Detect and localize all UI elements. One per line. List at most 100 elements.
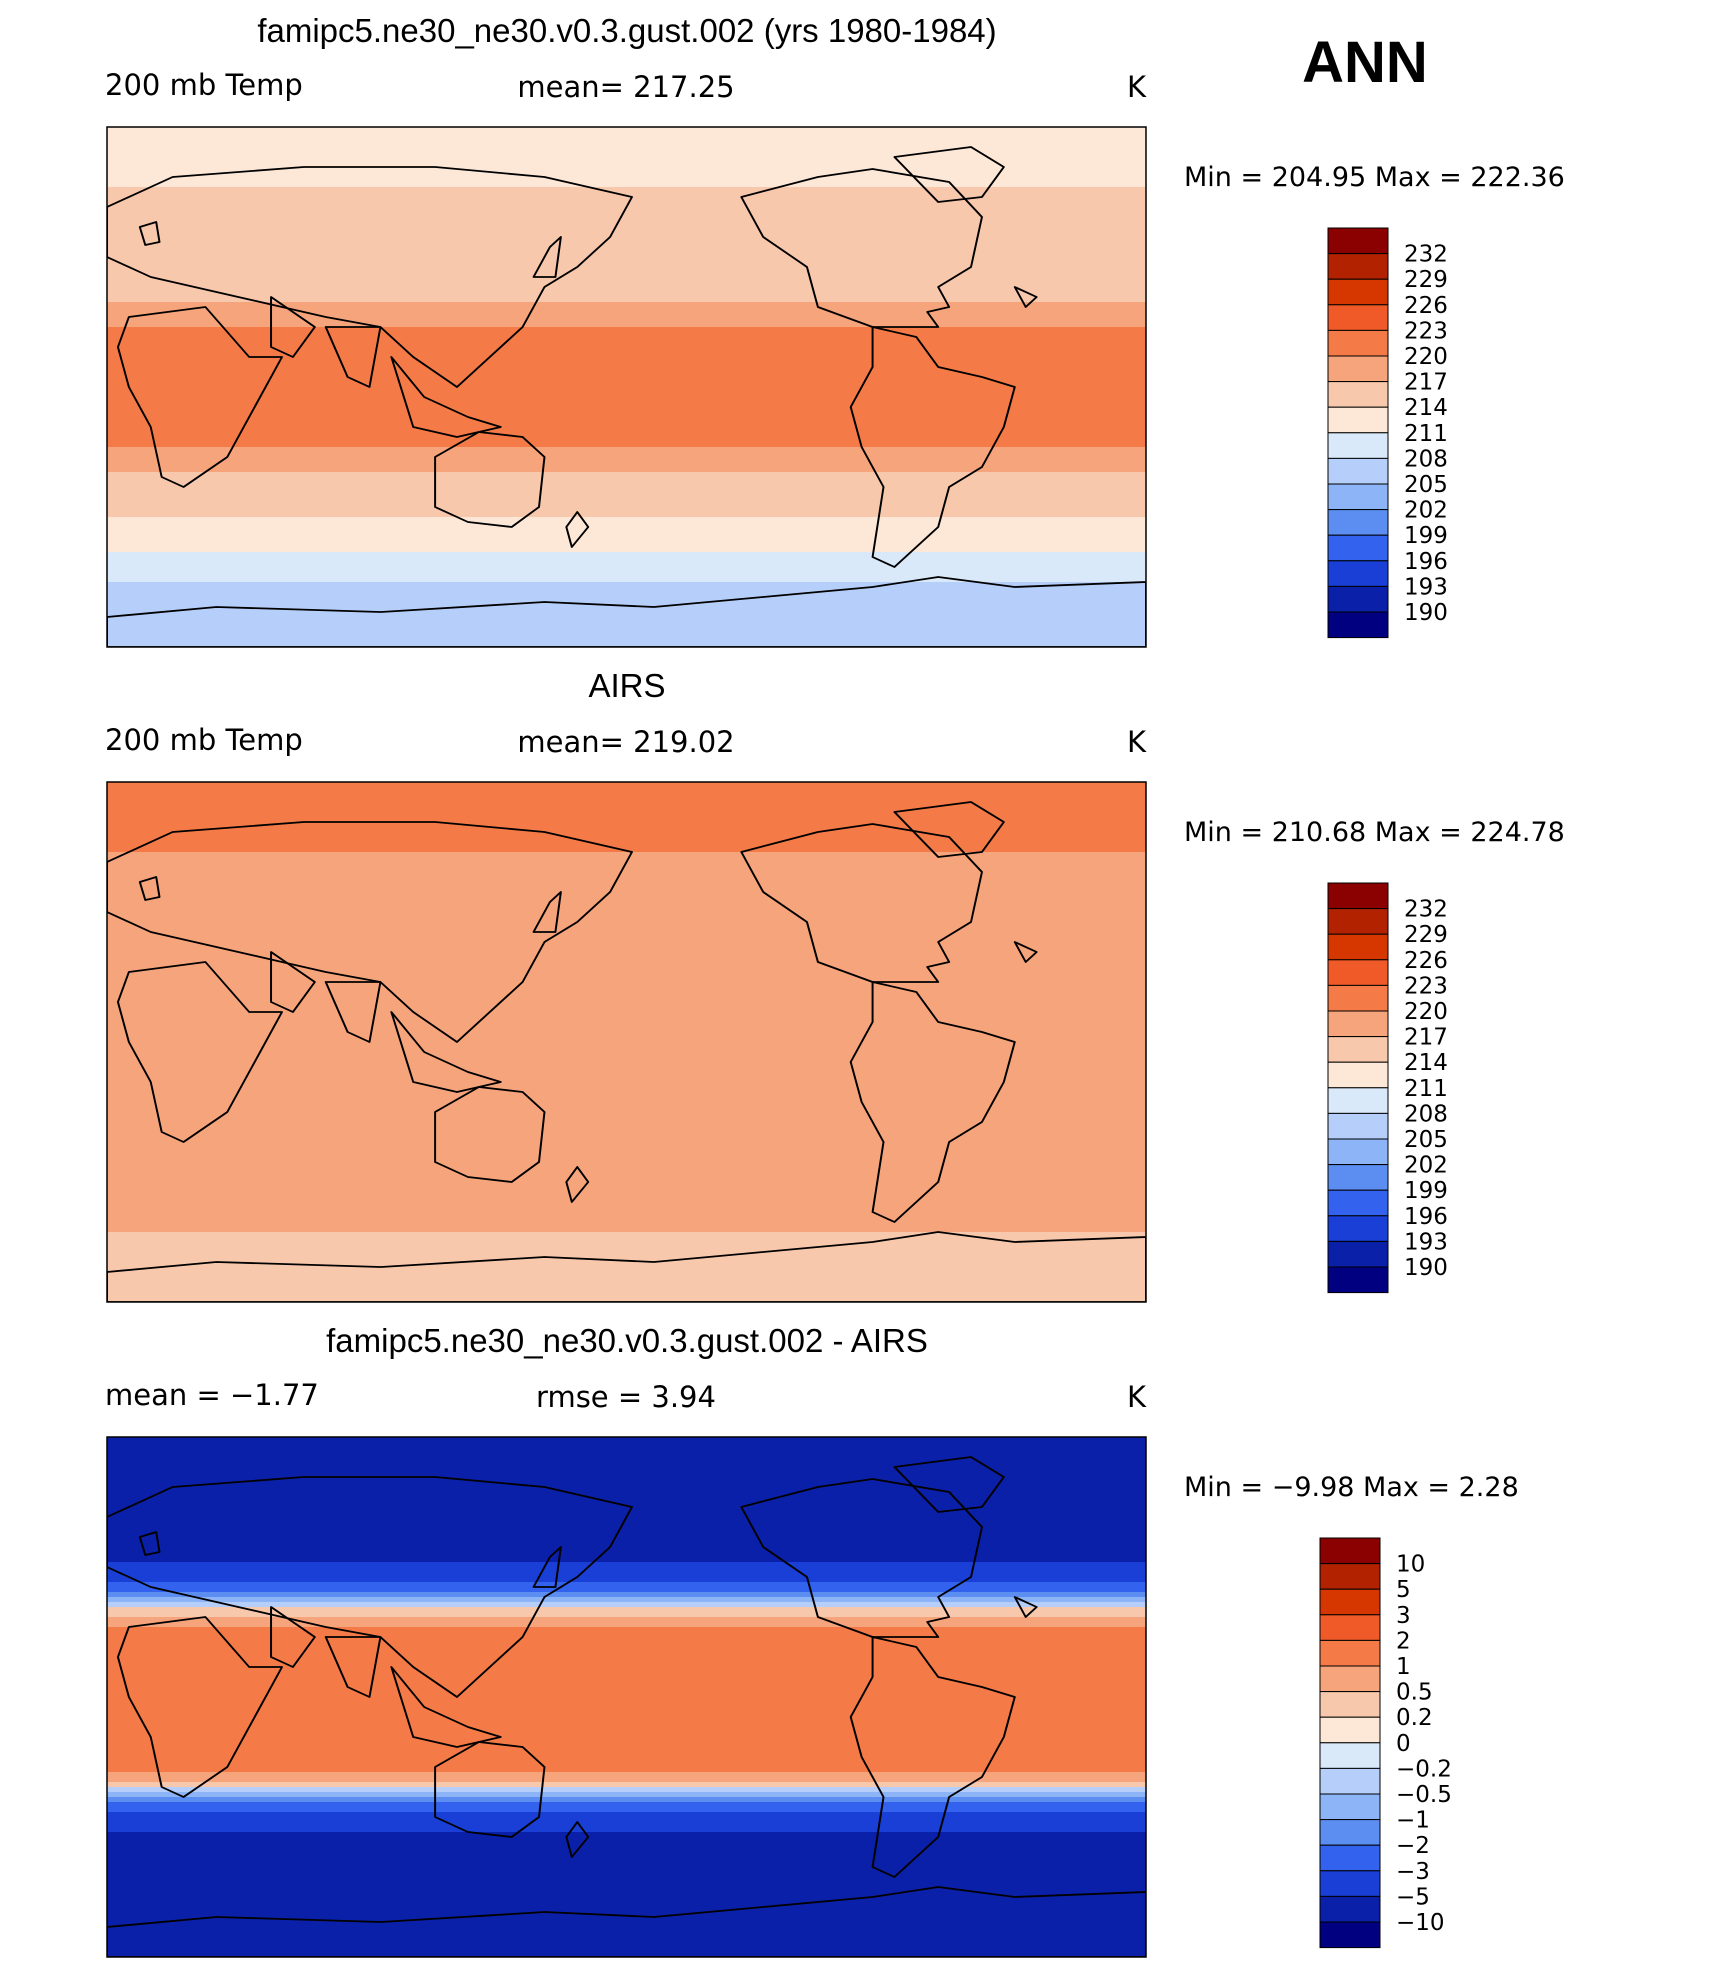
- colorbar-swatch: [1319, 1767, 1381, 1795]
- contour-band: [107, 1572, 1146, 1578]
- contour-band: [107, 822, 1146, 828]
- contour-band: [107, 477, 1146, 483]
- colorbar-swatch: [1327, 933, 1389, 961]
- contour-band: [107, 1007, 1146, 1013]
- contour-band: [107, 1027, 1146, 1033]
- contour-band: [107, 1077, 1146, 1083]
- colorbar-label: 232: [1404, 897, 1448, 923]
- colorbar-swatch: [1319, 1639, 1381, 1667]
- contour-band: [107, 1542, 1146, 1548]
- contour-band: [107, 217, 1146, 223]
- colorbar-label: 0.2: [1396, 1705, 1433, 1731]
- contour-band: [107, 907, 1146, 913]
- colorbar-swatch: [1319, 1895, 1381, 1923]
- contour-band: [107, 1952, 1146, 1957]
- contour-band: [107, 332, 1146, 338]
- colorbar-label: 202: [1404, 1153, 1448, 1179]
- contour-band: [107, 157, 1146, 163]
- colorbar-swatch: [1319, 1588, 1381, 1616]
- contour-band: [107, 192, 1146, 198]
- contour-band: [107, 1752, 1146, 1758]
- contour-band: [107, 937, 1146, 943]
- contour-band: [107, 367, 1146, 373]
- contour-band: [107, 912, 1146, 918]
- contour-band: [107, 857, 1146, 863]
- colorbar-swatch: [1319, 1793, 1381, 1821]
- contour-band: [107, 1152, 1146, 1158]
- contour-band: [107, 942, 1146, 948]
- contour-band: [107, 947, 1146, 953]
- contour-band: [107, 377, 1146, 383]
- contour-band: [107, 1612, 1146, 1618]
- contour-band: [107, 1762, 1146, 1768]
- contour-band: [107, 572, 1146, 578]
- contour-band: [107, 1882, 1146, 1888]
- contour-band: [107, 1932, 1146, 1938]
- contour-band: [107, 1482, 1146, 1488]
- contour-band: [107, 1207, 1146, 1213]
- colorbar-label: 208: [1404, 446, 1448, 472]
- colorbar-swatch: [1327, 611, 1389, 639]
- colorbar-swatch: [1327, 560, 1389, 587]
- contour-band: [107, 1142, 1146, 1148]
- map-frame: [106, 126, 1147, 648]
- contour-band: [107, 812, 1146, 818]
- contour-band: [107, 612, 1146, 618]
- colorbar-swatch: [1327, 882, 1389, 910]
- contour-band: [107, 512, 1146, 518]
- colorbar-swatch: [1327, 1061, 1389, 1089]
- contour-band: [107, 517, 1146, 523]
- colorbar-swatch: [1327, 355, 1389, 383]
- contour-band: [107, 197, 1146, 203]
- contour-band: [107, 627, 1146, 633]
- contour-band: [107, 1647, 1146, 1653]
- contour-band: [107, 1177, 1146, 1183]
- contour-band: [107, 442, 1146, 448]
- contour-band: [107, 1487, 1146, 1493]
- colorbar-swatch: [1327, 432, 1389, 459]
- contour-band: [107, 1687, 1146, 1693]
- contour-band: [107, 1837, 1146, 1843]
- contour-band: [107, 1017, 1146, 1023]
- colorbar-swatch: [1327, 1266, 1389, 1294]
- contour-band: [107, 1592, 1146, 1598]
- colorbar-label: 226: [1404, 948, 1448, 974]
- contour-band: [107, 1182, 1146, 1188]
- colorbar-label: 190: [1404, 600, 1448, 626]
- contour-band: [107, 1162, 1146, 1168]
- contour-band: [107, 827, 1146, 833]
- contour-band: [107, 597, 1146, 603]
- contour-band: [107, 642, 1146, 647]
- contour-band: [107, 1627, 1146, 1633]
- colorbar-swatch: [1327, 1010, 1389, 1038]
- contour-band: [107, 992, 1146, 998]
- contour-band: [107, 1747, 1146, 1753]
- contour-band: [107, 607, 1146, 613]
- contour-band: [107, 1517, 1146, 1523]
- center-label: mean= 219.02: [517, 725, 734, 759]
- units-label: K: [1127, 70, 1147, 104]
- contour-band: [107, 422, 1146, 428]
- contour-band: [107, 1117, 1146, 1123]
- contour-band: [107, 152, 1146, 158]
- contour-band: [107, 897, 1146, 903]
- contour-band: [107, 1597, 1146, 1603]
- contour-band: [107, 267, 1146, 273]
- contour-band: [107, 522, 1146, 528]
- colorbar-swatch: [1319, 1844, 1381, 1872]
- contour-band: [107, 317, 1146, 323]
- contour-band: [107, 542, 1146, 548]
- contour-band: [107, 1197, 1146, 1203]
- colorbar-label: 196: [1404, 1204, 1448, 1230]
- contour-band: [107, 802, 1146, 808]
- contour-band: [107, 237, 1146, 243]
- contour-band: [107, 1247, 1146, 1253]
- contour-band: [107, 292, 1146, 298]
- contour-band: [107, 1902, 1146, 1908]
- colorbar-label: 199: [1404, 523, 1448, 549]
- contour-band: [107, 1097, 1146, 1103]
- colorbar-label: 217: [1404, 1025, 1448, 1051]
- colorbar-label: 205: [1404, 1127, 1448, 1153]
- contour-band: [107, 917, 1146, 923]
